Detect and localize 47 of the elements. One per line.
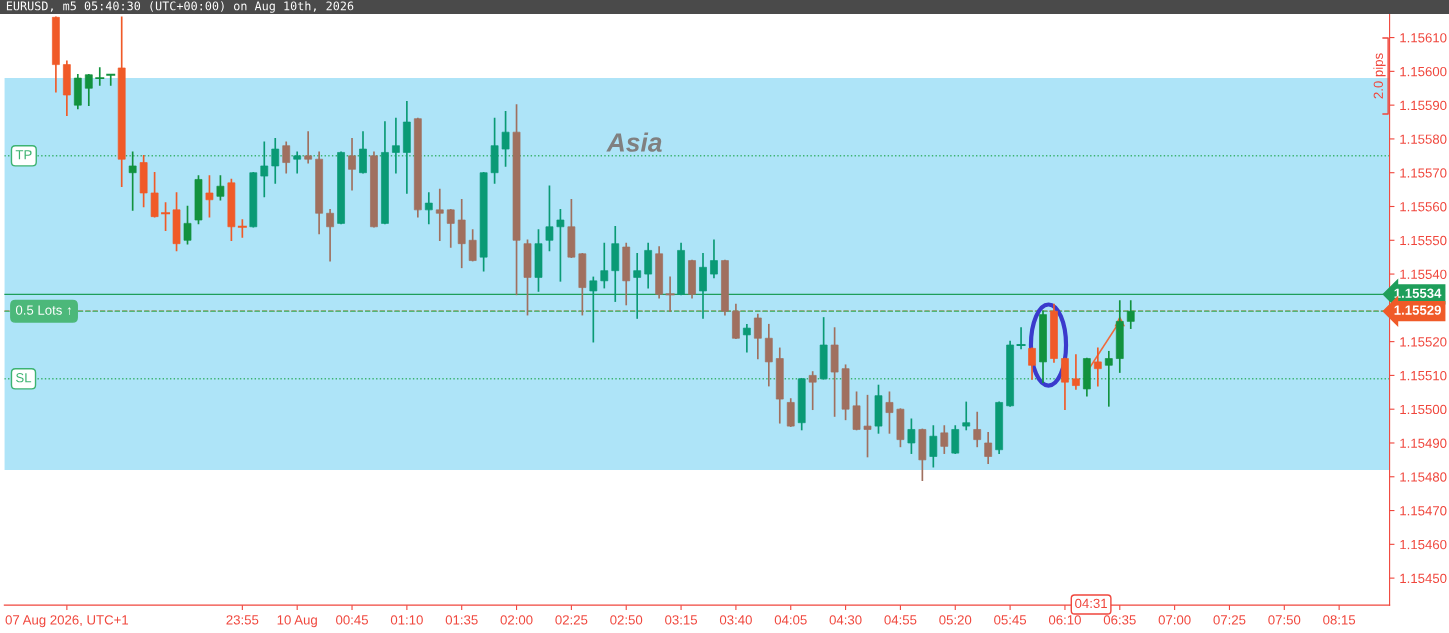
x-tick-label: 23:55	[226, 615, 259, 625]
ref-line-label: SL	[16, 372, 32, 383]
x-tick-label: 02:25	[555, 615, 588, 625]
y-tick-label: 1.15510	[1400, 370, 1447, 381]
y-tick-label: 1.15460	[1400, 539, 1447, 550]
x-tick-label: 06:10	[1048, 615, 1081, 625]
x-tick-label: 01:10	[390, 615, 423, 625]
y-tick-label: 1.15480	[1400, 472, 1447, 482]
ref-line-label: 0.5 Lots ↑	[15, 305, 71, 316]
x-tick-label: 02:50	[610, 615, 643, 625]
band-label: Asia	[606, 132, 662, 152]
x-tick-label: 04:55	[884, 615, 917, 625]
y-tick-label: 1.15610	[1400, 33, 1447, 43]
x-tick-label: 05:20	[939, 615, 972, 625]
y-tick-label: 1.15540	[1400, 269, 1447, 279]
x-tick-label: 06:35	[1103, 615, 1136, 625]
x-tick-label: 07 Aug 2026, UTC+1	[5, 615, 129, 628]
x-tick-label: 10 Aug	[277, 615, 317, 628]
chart-title: EURUSD, m5 05:40:30 (UTC+00:00) on Aug 10th, 2026	[6, 1, 354, 13]
y-tick-label: 1.15450	[1400, 573, 1447, 584]
y-tick-label: 1.15600	[1400, 66, 1447, 77]
x-tick-label: 07:00	[1158, 615, 1191, 625]
x-tick-label: 02:00	[500, 615, 533, 625]
x-tick-label: 03:15	[665, 615, 698, 625]
annotation: 04:31	[1075, 598, 1107, 609]
x-tick-label: 08:15	[1323, 615, 1356, 625]
x-tick-label: 04:05	[774, 615, 807, 625]
ref-line-label: 1.15529	[1394, 305, 1441, 315]
x-tick-label: 00:45	[336, 615, 368, 625]
x-tick-label: 04:30	[829, 615, 862, 625]
y-tick-label: 1.15500	[1400, 404, 1447, 415]
ref-line-label: 1.15534	[1394, 288, 1442, 298]
y-tick-label: 1.15470	[1400, 506, 1447, 516]
y-tick-label: 1.15580	[1400, 134, 1447, 144]
y-tick-label: 1.15560	[1400, 202, 1447, 212]
y-tick-label: 1.15570	[1400, 168, 1447, 178]
annotation: 2.0 pips	[1373, 53, 1386, 99]
x-tick-label: 03:40	[719, 615, 752, 625]
y-tick-label: 1.15520	[1400, 337, 1447, 347]
y-tick-label: 1.15490	[1400, 438, 1447, 448]
y-tick-label: 1.15550	[1400, 235, 1447, 246]
x-tick-label: 07:50	[1268, 615, 1301, 625]
y-tick-label: 1.15590	[1400, 100, 1447, 111]
x-tick-label: 07:25	[1213, 615, 1246, 625]
x-tick-label: 01:35	[445, 615, 478, 625]
x-tick-label: 05:45	[994, 615, 1027, 625]
ref-line-label: TP	[15, 150, 32, 160]
